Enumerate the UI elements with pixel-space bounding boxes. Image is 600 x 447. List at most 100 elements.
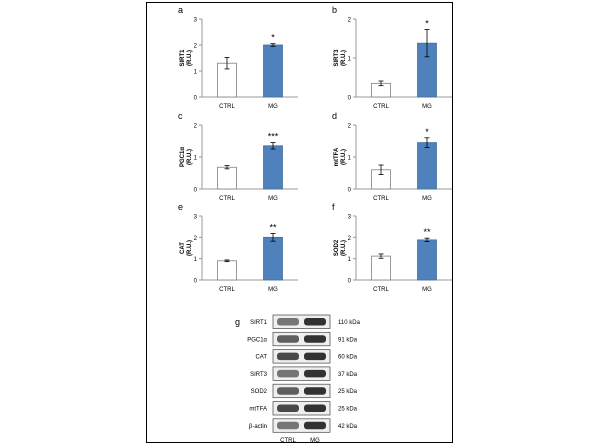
- blot-row: β-actin 42 kDa: [249, 418, 358, 433]
- protein-label: SIRT1: [250, 320, 268, 326]
- y-tick-label: 0: [194, 96, 198, 102]
- y-tick-label: 1: [194, 257, 198, 263]
- x-tick-label: MG: [268, 104, 278, 110]
- significance-marker: *: [425, 19, 429, 29]
- band-mg: [304, 404, 326, 412]
- blot-row: mtTFA 25 kDa: [249, 401, 358, 416]
- y-axis-label-line: (R.U.): [341, 50, 347, 66]
- band-ctrl: [277, 335, 299, 343]
- band-ctrl: [277, 369, 299, 378]
- y-tick-label: 1: [348, 57, 352, 63]
- panel-letter: c: [178, 111, 183, 121]
- lane-label: CTRL: [280, 438, 296, 444]
- protein-label: CAT: [255, 355, 267, 361]
- y-tick-label: 0: [194, 188, 198, 194]
- x-tick-label: MG: [268, 287, 278, 293]
- y-tick-label: 0: [348, 96, 352, 102]
- band-ctrl: [277, 421, 299, 430]
- y-axis-label-line: (R.U.): [187, 50, 193, 66]
- y-tick-label: 3: [194, 18, 198, 24]
- x-tick-label: CTRL: [219, 104, 235, 110]
- y-tick-label: 2: [194, 44, 198, 50]
- y-tick-label: 1: [194, 70, 198, 76]
- molecular-weight: 60 kDa: [338, 355, 358, 361]
- panel-c: c 0 1 2 PGC1α(R.U.) CTRL *** MG: [178, 111, 298, 202]
- band-mg: [304, 352, 326, 361]
- band-mg: [304, 318, 326, 326]
- molecular-weight: 42 kDa: [338, 424, 358, 430]
- y-tick-label: 0: [348, 188, 352, 194]
- band-mg: [304, 387, 326, 395]
- x-tick-label: MG: [268, 196, 278, 202]
- band-mg: [304, 335, 326, 343]
- y-axis-label: SIRT3(R.U.): [334, 49, 347, 67]
- panel-letter: e: [178, 202, 183, 212]
- y-axis-label: SIRT1(R.U.): [180, 49, 193, 67]
- y-axis-label-line: (R.U.): [341, 149, 347, 165]
- y-tick-label: 2: [348, 236, 352, 242]
- panel-letter: g: [235, 317, 240, 327]
- significance-marker: ***: [268, 132, 279, 142]
- y-tick-label: 0: [194, 279, 198, 285]
- panel-e: e 0 1 2 3 CAT(R.U.) CTRL ** MG: [178, 202, 298, 293]
- y-axis-label: SOD2(R.U.): [334, 239, 347, 256]
- band-ctrl: [277, 387, 299, 395]
- blot-row: SOD2 25 kDa: [251, 383, 358, 399]
- y-axis-label: PGC1α(R.U.): [180, 147, 193, 167]
- molecular-weight: 110 kDa: [338, 320, 361, 326]
- y-axis-label-line: mtTFA: [334, 147, 340, 166]
- significance-marker: **: [269, 222, 277, 232]
- y-tick-label: 2: [194, 124, 198, 130]
- blot-row: PGC1α 91 kDa: [247, 331, 358, 347]
- band-ctrl: [277, 318, 299, 326]
- y-axis-label-line: (R.U.): [187, 149, 193, 165]
- protein-label: mtTFA: [249, 406, 267, 412]
- x-tick-label: CTRL: [373, 196, 389, 202]
- y-axis-label: CAT(R.U.): [180, 240, 193, 256]
- panel-letter: b: [332, 5, 337, 15]
- molecular-weight: 37 kDa: [338, 372, 358, 378]
- panel-letter: f: [332, 202, 335, 212]
- y-tick-label: 1: [348, 156, 352, 162]
- y-tick-label: 3: [194, 215, 198, 221]
- x-tick-label: MG: [422, 104, 432, 110]
- band-ctrl: [277, 352, 299, 361]
- panel-letter: d: [332, 111, 337, 121]
- protein-label: PGC1α: [247, 337, 267, 343]
- molecular-weight: 91 kDa: [338, 337, 358, 343]
- y-tick-label: 2: [348, 124, 352, 130]
- x-tick-label: CTRL: [373, 104, 389, 110]
- panel-d: d 0 1 2 mtTFA(R.U.) CTRL * MG: [332, 111, 452, 202]
- y-tick-label: 2: [348, 18, 352, 24]
- band-mg: [304, 421, 326, 430]
- y-tick-label: 1: [194, 156, 198, 162]
- x-tick-label: CTRL: [219, 287, 235, 293]
- x-tick-label: MG: [422, 196, 432, 202]
- blot-row: CAT 60 kDa: [255, 349, 358, 364]
- x-tick-label: CTRL: [219, 196, 235, 202]
- protein-label: SOD2: [251, 389, 268, 395]
- y-axis-label-line: CAT: [180, 242, 186, 254]
- y-axis-label: mtTFA(R.U.): [334, 147, 347, 166]
- y-axis-label-line: SOD2: [334, 239, 340, 256]
- y-axis-label-line: PGC1α: [180, 147, 186, 167]
- protein-label: β-actin: [249, 424, 267, 430]
- y-axis-label-line: (R.U.): [341, 240, 347, 256]
- significance-marker: **: [423, 227, 431, 237]
- y-axis-label-line: SIRT1: [180, 49, 186, 67]
- protein-label: SIRT3: [250, 372, 268, 378]
- blot-row: SIRT3 37 kDa: [250, 366, 358, 381]
- molecular-weight: 25 kDa: [338, 389, 358, 395]
- x-tick-label: CTRL: [373, 287, 389, 293]
- y-axis-label-line: SIRT3: [334, 49, 340, 67]
- band-ctrl: [277, 404, 299, 412]
- panel-letter: a: [178, 5, 183, 15]
- significance-marker: *: [425, 127, 429, 137]
- lane-label: MG: [310, 438, 320, 444]
- y-tick-label: 0: [348, 279, 352, 285]
- panel-b: b 0 1 2 SIRT3(R.U.) CTRL * MG: [332, 5, 452, 110]
- y-tick-label: 3: [348, 215, 352, 221]
- panel-a: a 0 1 2 3 SIRT1(R.U.) CTRL * MG: [178, 5, 298, 110]
